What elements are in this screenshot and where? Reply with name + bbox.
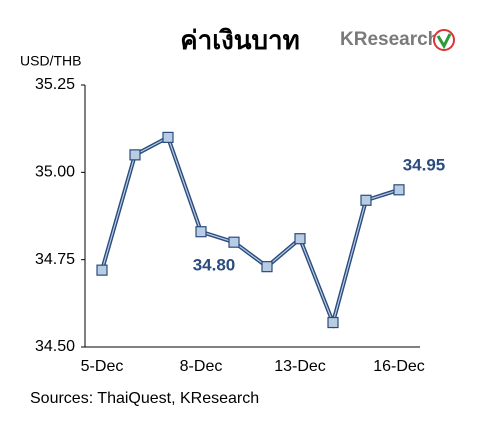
chart-title: ค่าเงินบาท (180, 25, 300, 55)
marker (228, 236, 240, 248)
marker (129, 149, 141, 161)
marker (294, 233, 306, 245)
y-tick-label: 35.00 (35, 164, 75, 181)
marker (96, 264, 108, 276)
y-tick-label: 35.25 (35, 76, 75, 93)
marker (162, 131, 174, 143)
source-note: Sources: ThaiQuest, KResearch (30, 390, 259, 407)
x-tick-label: 5-Dec (81, 358, 124, 375)
line (101, 136, 400, 325)
marker (327, 316, 339, 329)
y-tick-label: 34.50 (35, 338, 75, 355)
logo-icon (436, 33, 452, 50)
marker (195, 226, 207, 238)
x-tick-label: 16-Dec (373, 358, 425, 375)
y-axis-label: USD/THB (20, 53, 81, 69)
logo-text: KResearch (340, 29, 439, 50)
marker (360, 194, 372, 206)
x-tick-label: 13-Dec (274, 358, 326, 375)
marker (393, 184, 405, 196)
x-tick-label: 8-Dec (180, 358, 223, 375)
line-outline (100, 134, 400, 329)
marker (261, 261, 273, 273)
data-label: 34.80 (193, 256, 236, 275)
logo: KResearch (340, 29, 455, 51)
data-label: 34.95 (403, 155, 446, 174)
y-tick-label: 34.75 (35, 251, 75, 268)
